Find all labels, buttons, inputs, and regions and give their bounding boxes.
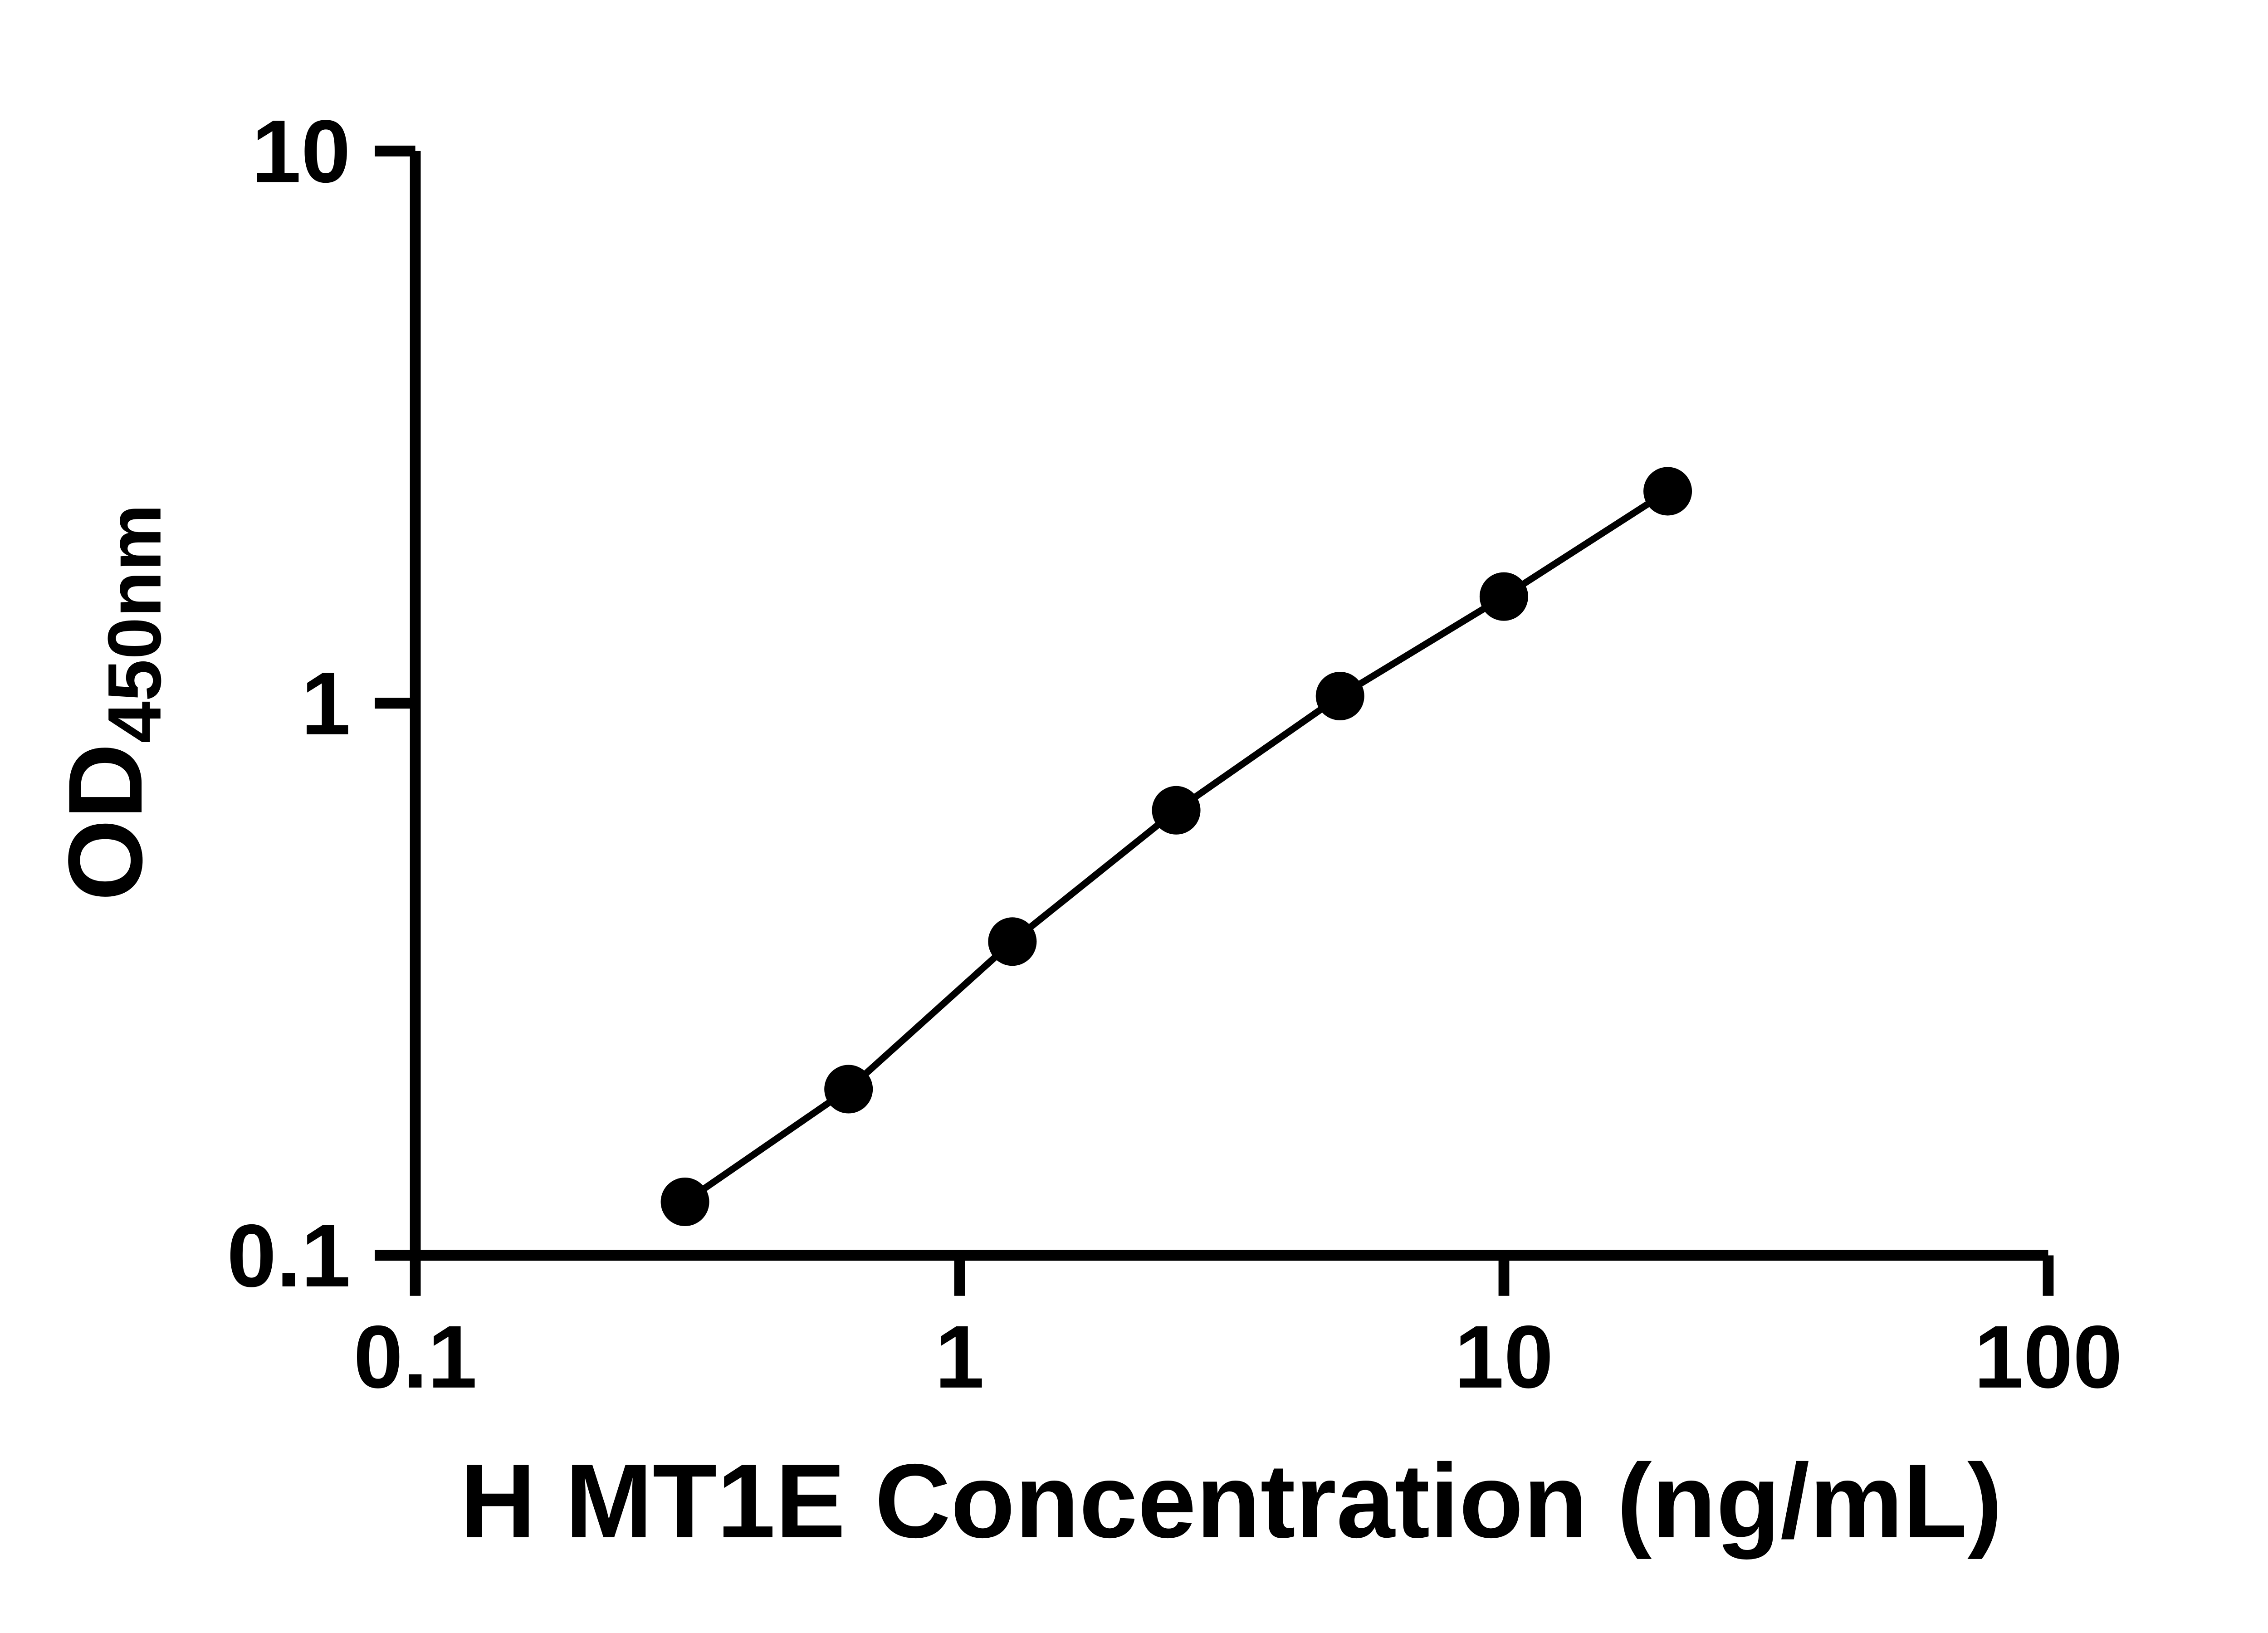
- y-axis-title-main: OD: [47, 743, 164, 901]
- axis-tick-labels: 0.1 1 10 100 0.1 1 10: [227, 101, 2122, 1407]
- data-series: [660, 467, 1692, 1227]
- data-point: [660, 1178, 709, 1227]
- x-axis-title: H MT1E Concentration (ng/mL): [460, 1442, 2002, 1560]
- data-point: [824, 1065, 873, 1114]
- x-tick-label: 100: [1974, 1307, 2122, 1407]
- x-tick-label: 10: [1454, 1307, 1553, 1407]
- y-tick-label: 0.1: [227, 1206, 351, 1305]
- data-point: [1315, 671, 1364, 720]
- axes: [410, 151, 2048, 1261]
- y-tick-label: 1: [301, 654, 351, 753]
- x-tick-label: 1: [935, 1307, 984, 1407]
- y-tick-label: 10: [252, 101, 351, 201]
- data-point: [1152, 786, 1201, 835]
- y-axis-title-subscript: 450nm: [93, 504, 177, 743]
- x-tick-label: 0.1: [353, 1307, 477, 1407]
- data-point: [1643, 467, 1692, 516]
- data-point: [988, 917, 1037, 966]
- y-axis-title: OD450nm: [47, 504, 177, 901]
- data-point: [1479, 572, 1528, 621]
- axis-ticks: [375, 146, 2054, 1296]
